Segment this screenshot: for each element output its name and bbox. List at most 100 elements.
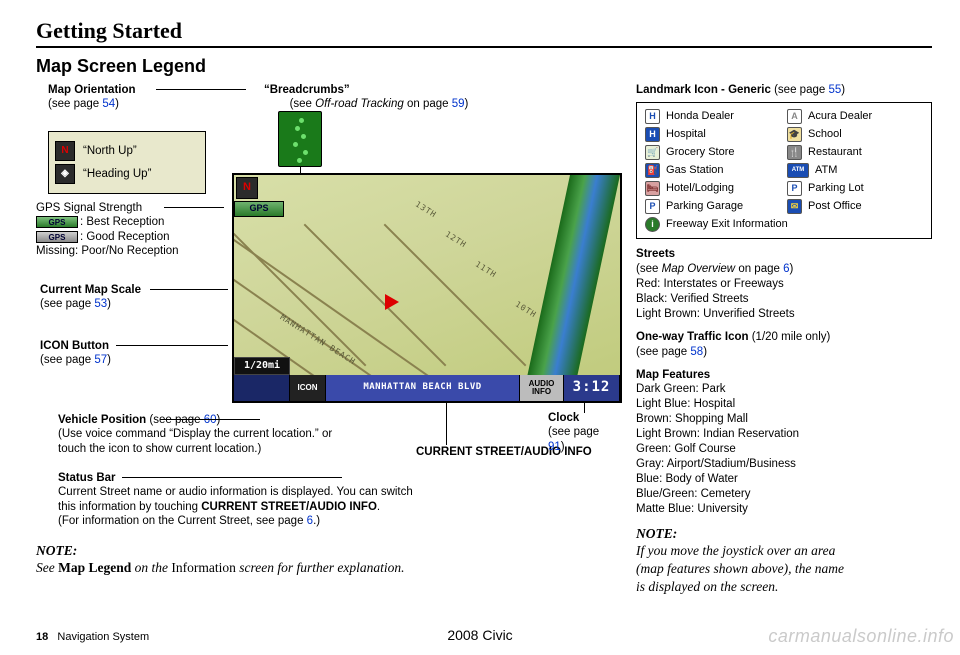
map-water [522,175,620,401]
gps-signal-callout: GPS Signal Strength GPS: Best Reception … [36,201,226,259]
landmark-item: 🍴 Restaurant [787,145,925,160]
note-right: NOTE: If you move the joystick over an a… [636,525,932,595]
note-left: NOTE: See Map Legend on the Information … [36,543,616,577]
landmark-icon: ⛽ [645,163,660,178]
landmark-label: Hospital [666,127,706,141]
icon-button-callout: ICON Button (see page 57) [40,339,111,368]
landmark-label: Post Office [808,199,862,213]
breadcrumbs-swatch [278,111,322,167]
landmark-item: H Hospital [645,127,783,142]
landmark-item: 🎓 School [787,127,925,142]
link-page-53[interactable]: 53 [94,298,107,310]
landmark-item: ✉ Post Office [787,199,925,214]
landmark-icon: 🛏 [645,181,660,196]
link-page-54[interactable]: 54 [102,98,115,110]
landmark-label: Gas Station [666,163,723,177]
north-up-icon: N [55,141,75,161]
landmark-icon: A [787,109,802,124]
landmark-icon: P [787,181,802,196]
landmark-icon: ✉ [787,199,802,214]
map-orientation-callout: Map Orientation (see page 54) [48,83,136,112]
status-bar-callout: Status Bar Current Street name or audio … [58,471,578,529]
map-scale-callout: Current Map Scale (see page 53) [40,283,141,312]
audio-info-button[interactable]: AUDIO INFO [520,375,564,401]
leader-line [156,89,246,90]
landmark-label: Restaurant [808,145,862,159]
landmark-icon: H [645,127,660,142]
landmark-label: Acura Dealer [808,109,872,123]
landmark-label: Hotel/Lodging [666,181,734,195]
link-page-60[interactable]: 60 [204,414,217,426]
map-feature-line: Blue/Green: Cemetery [636,487,932,502]
gps-title: GPS Signal Strength [36,202,142,214]
orientation-legend-box: N “North Up” ◈ “Heading Up” [48,131,206,194]
landmark-label: Grocery Store [666,145,734,159]
breadcrumbs-title: “Breadcrumbs” [264,84,350,96]
landmark-item: P Parking Lot [787,181,925,196]
landmark-item: P Parking Garage [645,199,783,214]
gps-good-icon: GPS [36,231,78,243]
scale-indicator[interactable]: 1/20mi [234,357,290,375]
status-bar: ICON MANHATTAN BEACH BLVD AUDIO INFO 3:1… [234,375,620,401]
section-subtitle: Map Screen Legend [36,56,932,77]
heading-up-icon: ◈ [55,164,75,184]
streets-block: Streets (see Map Overview on page 6) Red… [636,247,932,322]
landmark-label: School [808,127,842,141]
watermark: carmanualsonline.info [768,626,954,647]
freeway-exit-icon: i [645,217,660,232]
icon-button[interactable]: ICON [290,375,326,401]
oneway-block: One-way Traffic Icon (1/20 mile only) (s… [636,330,932,360]
heading-up-label: “Heading Up” [83,167,151,181]
landmark-label: Parking Lot [808,181,864,195]
map-feature-line: Dark Green: Park [636,382,932,397]
link-page-59[interactable]: 59 [452,98,465,110]
link-page-58[interactable]: 58 [690,346,703,358]
map-feature-line: Gray: Airport/Stadium/Business [636,457,932,472]
clock-callout: Clock (see page 91) [548,411,618,454]
left-column: Map Orientation (see page 54) N “North U… [36,83,618,595]
map-feature-line: Light Brown: Indian Reservation [636,427,932,442]
landmark-icon: H [645,109,660,124]
map-screenshot: MANHATTAN BEACH 13TH 12TH 11TH 10TH N GP… [232,173,622,403]
map-feature-line: Green: Golf Course [636,442,932,457]
landmark-label: Parking Garage [666,199,743,213]
link-page-55[interactable]: 55 [828,84,841,96]
landmark-icon: P [645,199,660,214]
link-page-57[interactable]: 57 [94,354,107,366]
page-title: Getting Started [36,18,932,44]
freeway-exit-label: Freeway Exit Information [666,217,788,231]
landmark-icon: ATM [787,163,809,178]
landmark-icon: 🛒 [645,145,660,160]
landmark-item: ⛽ Gas Station [645,163,783,178]
map-orientation-title: Map Orientation [48,84,136,96]
title-rule [36,46,932,48]
landmark-item: H Honda Dealer [645,109,783,124]
compass-icon[interactable]: N [236,177,258,199]
scale-button[interactable] [234,375,290,401]
landmark-legend-box: H Honda Dealer A Acura Dealer H Hospital 🎓 Scho… [636,102,932,239]
landmark-item: 🛒 Grocery Store [645,145,783,160]
map-feature-line: Brown: Shopping Mall [636,412,932,427]
gps-best-icon: GPS [36,216,78,228]
current-street-display[interactable]: MANHATTAN BEACH BLVD [326,375,520,401]
landmark-icon: 🎓 [787,127,802,142]
landmark-item: ATMATM [787,163,925,178]
map-feature-line: Matte Blue: University [636,502,932,517]
map-feature-line: Light Blue: Hospital [636,397,932,412]
link-page-91[interactable]: 91 [548,441,561,453]
gps-missing: Missing: Poor/No Reception [36,245,179,257]
breadcrumbs-callout: “Breadcrumbs” (see Off-road Tracking on … [264,83,468,112]
right-column: Landmark Icon - Generic (see page 55) HH… [636,83,932,595]
vehicle-position-icon[interactable] [385,294,399,310]
gps-badge: GPS [234,201,284,217]
landmark-icon: 🍴 [787,145,802,160]
map-orientation-see: (see page [48,98,102,110]
map-features-block: Map Features Dark Green: ParkLight Blue:… [636,368,932,517]
landmark-item: A Acura Dealer [787,109,925,124]
landmark-item: 🛏 Hotel/Lodging [645,181,783,196]
landmark-label: Honda Dealer [666,109,734,123]
clock-display[interactable]: 3:12 [564,375,620,401]
north-up-label: “North Up” [83,144,137,158]
landmark-header: Landmark Icon - Generic (see page 55) [636,83,932,98]
map-feature-line: Blue: Body of Water [636,472,932,487]
